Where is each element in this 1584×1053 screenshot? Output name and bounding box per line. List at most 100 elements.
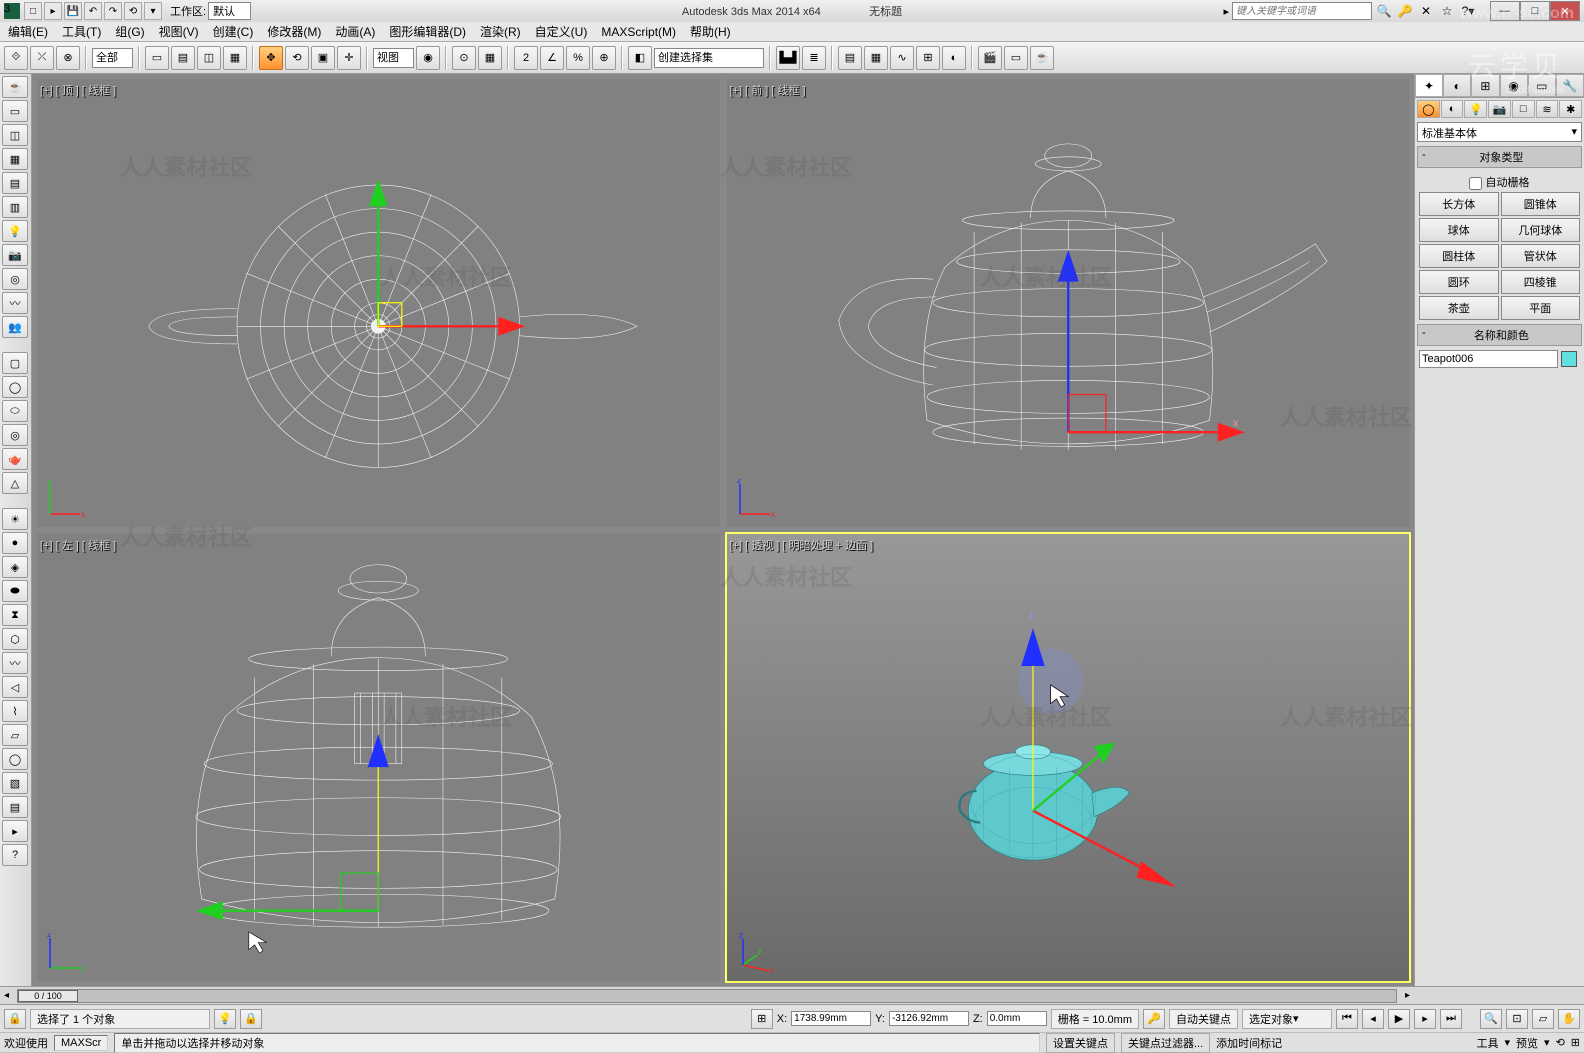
cat-lights-icon[interactable]: 💡 — [1464, 100, 1487, 118]
time-slider-thumb[interactable]: 0 / 100 — [18, 990, 78, 1002]
vp-zoomall-icon[interactable]: ⊡ — [1506, 1009, 1528, 1029]
curve-editor-icon[interactable]: ∿ — [890, 46, 914, 70]
menu-graph[interactable]: 图形编辑器(D) — [389, 23, 466, 40]
geometry-category-dropdown[interactable]: 标准基本体▾ — [1417, 122, 1582, 142]
autogrid-checkbox[interactable] — [1469, 177, 1482, 190]
ref-coord-dropdown[interactable]: 视图 — [373, 48, 414, 68]
menu-tools[interactable]: 工具(T) — [62, 23, 101, 40]
patch-tool-icon[interactable]: ◫ — [2, 124, 28, 146]
prim-pyramid-button[interactable]: 四棱锥 — [1501, 270, 1581, 294]
selection-lock-icon[interactable]: 🔒 — [240, 1009, 262, 1029]
prim-cone-button[interactable]: 圆锥体 — [1501, 192, 1581, 216]
selected-obj-dropdown[interactable]: 选定对象 ▾ — [1242, 1009, 1332, 1029]
teapot-prim-icon[interactable]: 🫖 — [2, 448, 28, 470]
list-tool-icon[interactable]: ▥ — [2, 196, 28, 218]
viewport-left[interactable]: [+] [ 左 ] [ 线框 ] — [35, 532, 722, 984]
tab-motion-icon[interactable]: ◉ — [1500, 74, 1528, 97]
goto-start-icon[interactable]: ⏮ — [1336, 1009, 1358, 1029]
bind-icon[interactable]: ⊗ — [56, 46, 80, 70]
menu-view[interactable]: 视图(V) — [159, 23, 199, 40]
align-icon[interactable]: ≣ — [802, 46, 826, 70]
light-tool-icon[interactable]: 💡 — [2, 220, 28, 242]
prim-box-button[interactable]: 长方体 — [1419, 192, 1499, 216]
dropdown-icon[interactable]: ▾ — [144, 2, 162, 20]
z-coord-input[interactable] — [987, 1011, 1047, 1026]
prim-plane-button[interactable]: 平面 — [1501, 296, 1581, 320]
oiltank-icon[interactable]: ◯ — [2, 748, 28, 770]
minimize-button[interactable]: — — [1490, 1, 1520, 21]
section-icon[interactable]: ▤ — [2, 796, 28, 818]
help-icon[interactable]: ?▾ — [1459, 2, 1477, 20]
cat-systems-icon[interactable]: ✱ — [1559, 100, 1582, 118]
tab-modify-icon[interactable]: ◐ — [1443, 74, 1471, 97]
use-center-icon[interactable]: ◉ — [416, 46, 440, 70]
snap-2d-icon[interactable]: 2 — [514, 46, 538, 70]
sun-icon[interactable]: ☀ — [2, 508, 28, 530]
select-link-icon[interactable]: ⟐ — [4, 46, 28, 70]
unlink-icon[interactable]: ⤫ — [30, 46, 54, 70]
menu-help[interactable]: 帮助(H) — [690, 23, 731, 40]
viewport-front-label[interactable]: [+] [ 前 ] [ 线框 ] — [730, 82, 806, 98]
tools-label[interactable]: 工具 — [1477, 1035, 1499, 1051]
signin-icon[interactable]: 🔑 — [1396, 2, 1414, 20]
prism-icon[interactable]: ◁ — [2, 676, 28, 698]
y-coord-input[interactable] — [889, 1011, 969, 1026]
maxscript-mini[interactable]: MAXScr — [54, 1035, 108, 1051]
tab-utilities-icon[interactable]: 🔧 — [1556, 74, 1584, 97]
viewport-perspective[interactable]: [+] [ 透视 ] [ 明暗处理 + 边面 ] — [725, 532, 1412, 984]
redo-icon[interactable]: ↷ — [104, 2, 122, 20]
window-crossing-icon[interactable]: ▦ — [223, 46, 247, 70]
named-selection-dropdown[interactable]: 创建选择集 — [654, 48, 764, 68]
vp-zoom-icon[interactable]: 🔍 — [1480, 1009, 1502, 1029]
select-place-icon[interactable]: ✛ — [337, 46, 361, 70]
tab-create-icon[interactable]: ✦ — [1415, 74, 1443, 97]
prim-geosphere-button[interactable]: 几何球体 — [1501, 218, 1581, 242]
prim-sphere-button[interactable]: 球体 — [1419, 218, 1499, 242]
menu-modifiers[interactable]: 修改器(M) — [267, 23, 321, 40]
abs-rel-icon[interactable]: ⊞ — [751, 1009, 773, 1029]
autokey-button[interactable]: 自动关键点 — [1169, 1009, 1238, 1029]
snap-spinner-icon[interactable]: ⊕ — [592, 46, 616, 70]
render-production-icon[interactable]: ☕ — [1030, 46, 1054, 70]
viewport-front[interactable]: [+] [ 前 ] [ 线框 ] — [725, 77, 1412, 529]
open-icon[interactable]: ▸ — [44, 2, 62, 20]
undo-icon[interactable]: ↶ — [84, 2, 102, 20]
system-tool-icon[interactable]: 👥 — [2, 316, 28, 338]
search-icon[interactable]: 🔍 — [1375, 2, 1393, 20]
edit-named-icon[interactable]: ◧ — [628, 46, 652, 70]
capsule-icon[interactable]: ⬬ — [2, 580, 28, 602]
box-prim-icon[interactable]: ▢ — [2, 352, 28, 374]
cat-cameras-icon[interactable]: 📷 — [1488, 100, 1511, 118]
sphere-prim-icon[interactable]: ◯ — [2, 376, 28, 398]
goto-end-icon[interactable]: ⏭ — [1440, 1009, 1462, 1029]
rollout-name-header[interactable]: -名称和颜色 — [1417, 324, 1582, 346]
tab-hierarchy-icon[interactable]: ⊞ — [1471, 74, 1499, 97]
select-name-icon[interactable]: ▤ — [171, 46, 195, 70]
prim-teapot-button[interactable]: 茶壶 — [1419, 296, 1499, 320]
exchange-icon[interactable]: ✕ — [1417, 2, 1435, 20]
keyfilter-button[interactable]: 关键点过滤器... — [1121, 1033, 1210, 1053]
chamfer-icon[interactable]: ▱ — [2, 724, 28, 746]
new-icon[interactable]: □ — [24, 2, 42, 20]
prim-tube-button[interactable]: 管状体 — [1501, 244, 1581, 268]
object-name-input[interactable] — [1419, 350, 1558, 368]
menu-edit[interactable]: 编辑(E) — [8, 23, 48, 40]
hose-icon[interactable]: ⌇ — [2, 700, 28, 722]
menu-animation[interactable]: 动画(A) — [335, 23, 375, 40]
infocenter-arrow-icon[interactable]: ▸ — [1223, 5, 1229, 18]
viewport-left-label[interactable]: [+] [ 左 ] [ 线框 ] — [40, 537, 116, 553]
close-button[interactable]: ✕ — [1550, 1, 1580, 21]
prim-cylinder-button[interactable]: 圆柱体 — [1419, 244, 1499, 268]
camera-tool-icon[interactable]: 📷 — [2, 244, 28, 266]
vp-pan-icon[interactable]: ✋ — [1558, 1009, 1580, 1029]
viewport-persp-label[interactable]: [+] [ 透视 ] [ 明暗处理 + 边面 ] — [730, 537, 874, 553]
prim-torus-button[interactable]: 圆环 — [1419, 270, 1499, 294]
mirror-icon[interactable]: ▙▟ — [776, 46, 800, 70]
graphite-icon[interactable]: ▦ — [864, 46, 888, 70]
lock-icon[interactable]: 🔒 — [4, 1009, 26, 1029]
viewport-top-label[interactable]: [+] [ 顶 ] [ 线框 ] — [40, 82, 116, 98]
sphere2-icon[interactable]: ● — [2, 532, 28, 554]
add-time-tag[interactable]: 添加时间标记 — [1216, 1035, 1282, 1051]
schematic-icon[interactable]: ⊞ — [916, 46, 940, 70]
x-coord-input[interactable] — [791, 1011, 871, 1026]
